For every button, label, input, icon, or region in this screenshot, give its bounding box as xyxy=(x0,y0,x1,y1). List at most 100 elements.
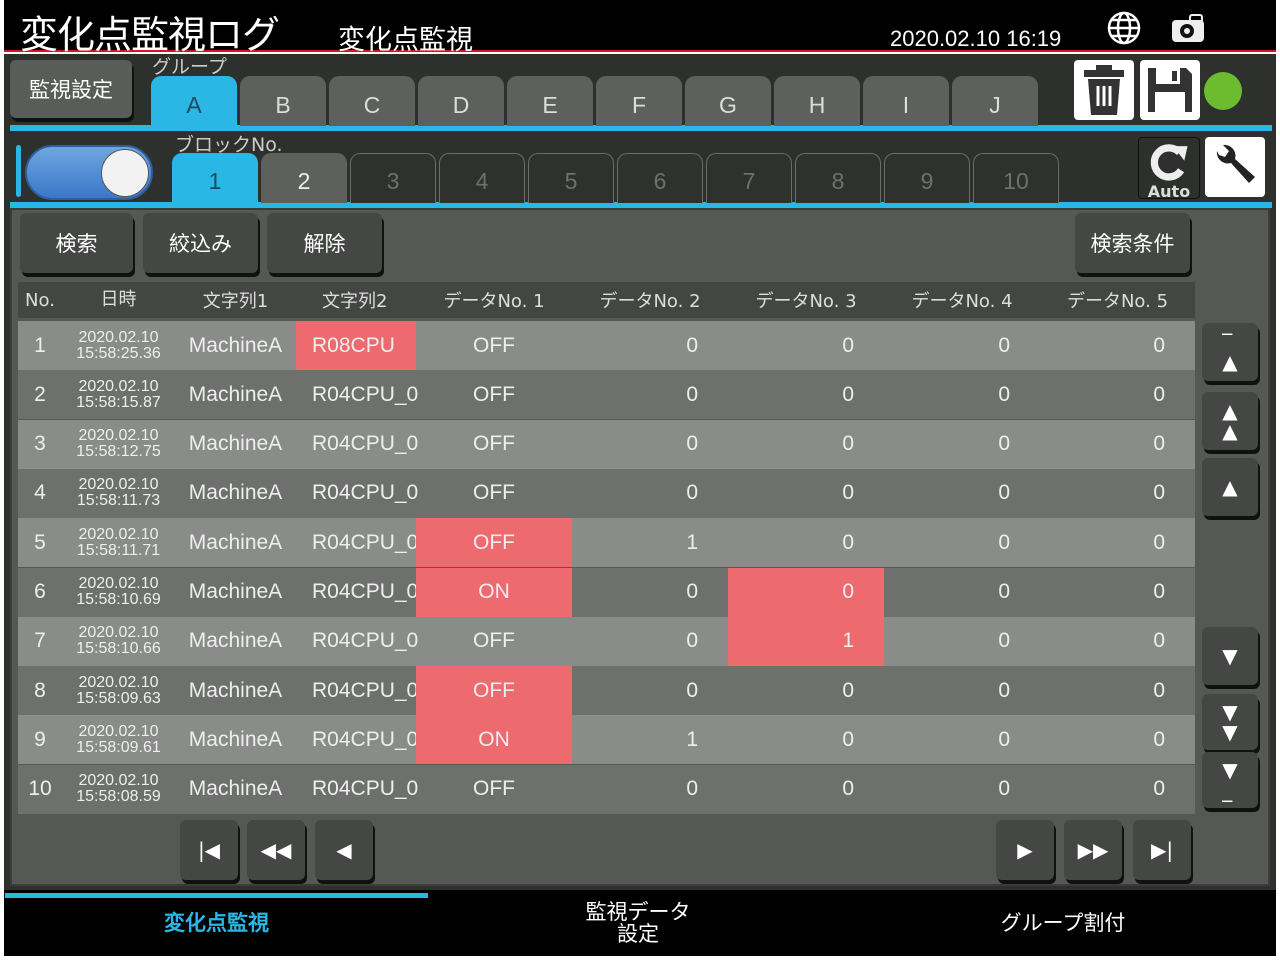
cell-d1: OFF xyxy=(473,432,515,456)
group-tab-i[interactable]: I xyxy=(863,76,949,126)
clear-button[interactable]: 解除 xyxy=(267,213,382,273)
block-tab-6[interactable]: 6 xyxy=(617,153,703,203)
nav-group-assignment[interactable]: グループ割付 xyxy=(1000,911,1126,935)
column-header[interactable]: 文字列2 xyxy=(322,291,388,312)
block-tab-10[interactable]: 10 xyxy=(973,153,1059,203)
table-row[interactable]: 6 2020.02.10 15:58:10.69 MachineA R04CPU_0 ON… xyxy=(18,567,1195,617)
cell-datetime: 2020.02.10 15:58:11.73 xyxy=(62,469,175,518)
scroll-up-button[interactable]: ▲ xyxy=(1202,458,1258,516)
scroll-down-button[interactable]: ▼ xyxy=(1202,627,1258,685)
block-tab-8[interactable]: 8 xyxy=(795,153,881,203)
nav-change-monitor[interactable]: 変化点監視 xyxy=(164,911,269,935)
block-tab-1[interactable]: 1 xyxy=(172,153,258,203)
column-header[interactable]: データNo. 3 xyxy=(755,291,857,312)
page-down-button[interactable]: ▼ ▼ xyxy=(1202,694,1258,750)
scroll-top-button[interactable]: ‾ ▲ xyxy=(1202,323,1258,381)
monitor-settings-button[interactable]: 監視設定 xyxy=(10,60,132,118)
group-tab-h[interactable]: H xyxy=(774,76,860,126)
table-row[interactable]: 10 2020.02.10 15:58:08.59 MachineA R04CPU_0 O… xyxy=(18,764,1195,814)
column-header[interactable]: 文字列1 xyxy=(202,291,269,312)
group-tab-b[interactable]: B xyxy=(240,76,326,126)
column-header[interactable]: No. xyxy=(25,289,55,311)
first-page-button[interactable]: |◀ xyxy=(180,820,238,880)
cell-s2: R04CPU_0 xyxy=(312,481,419,505)
column-header[interactable]: データNo. 1 xyxy=(443,291,545,312)
auto-refresh-button[interactable]: Auto xyxy=(1138,137,1200,201)
group-tab-e[interactable]: E xyxy=(507,76,593,126)
cell-d5: 0 xyxy=(1153,777,1165,801)
cell-no: 3 xyxy=(34,432,46,456)
cell-d5: 0 xyxy=(1153,382,1165,406)
block-tab-7[interactable]: 7 xyxy=(706,153,792,203)
block-tab-4[interactable]: 4 xyxy=(439,153,525,203)
table-row[interactable]: 4 2020.02.10 15:58:11.73 MachineA R04CPU_0 OF… xyxy=(18,468,1195,518)
table-row[interactable]: 7 2020.02.10 15:58:10.66 MachineA R04CPU_0 OF… xyxy=(18,616,1195,666)
cell-d1: OFF xyxy=(473,481,515,505)
cell-date: 2020.02.10 xyxy=(78,624,159,642)
block-tab-2[interactable]: 2 xyxy=(261,153,347,203)
group-tab-d[interactable]: D xyxy=(418,76,504,126)
table-row[interactable]: 3 2020.02.10 15:58:12.75 MachineA R04CPU_0 OF… xyxy=(18,419,1195,469)
filter-button[interactable]: 絞込み xyxy=(143,213,258,273)
group-tab-f[interactable]: F xyxy=(596,76,682,126)
cell-time: 15:58:11.71 xyxy=(76,541,161,559)
scroll-bottom-button[interactable]: ▼ _ xyxy=(1202,752,1258,808)
group-tab-c[interactable]: C xyxy=(329,76,415,126)
cell-d1: OFF xyxy=(416,666,572,716)
search-button[interactable]: 検索 xyxy=(20,213,133,273)
cell-d3: 0 xyxy=(842,481,854,505)
scroll-top-icon: ‾ ▲ xyxy=(1222,330,1238,374)
cell-d5: 0 xyxy=(1153,333,1165,357)
table-row[interactable]: 9 2020.02.10 15:58:09.61 MachineA R04CPU_0 ON… xyxy=(18,715,1195,765)
settings-button[interactable] xyxy=(1205,137,1265,197)
column-header[interactable]: データNo. 5 xyxy=(1066,291,1169,312)
column-header[interactable]: データNo. 4 xyxy=(911,291,1013,312)
delete-button[interactable] xyxy=(1074,60,1134,120)
cell-d3: 0 xyxy=(842,678,854,702)
nav-monitor-data-settings[interactable]: 監視データ 設定 xyxy=(585,900,691,946)
double-up-icon: ▲ ▲ xyxy=(1222,399,1238,443)
cell-date: 2020.02.10 xyxy=(78,476,159,494)
table-row[interactable]: 1 2020.02.10 15:58:25.36 MachineA R08CPU OFF 0… xyxy=(18,321,1195,370)
next-button[interactable]: ▶ xyxy=(996,820,1054,880)
cell-s1: MachineA xyxy=(188,777,283,801)
cell-date: 2020.02.10 xyxy=(78,328,159,346)
search-conditions-button[interactable]: 検索条件 xyxy=(1075,213,1190,273)
next-icon: ▶ xyxy=(1017,838,1033,862)
group-tab-g[interactable]: G xyxy=(685,76,771,126)
table-row[interactable]: 5 2020.02.10 15:58:11.71 MachineA R04CPU_0 OF… xyxy=(18,518,1195,568)
prev-button[interactable]: ◀ xyxy=(315,820,373,880)
block-tab-5[interactable]: 5 xyxy=(528,153,614,203)
cell-d4: 0 xyxy=(998,678,1010,702)
cell-d4: 0 xyxy=(998,727,1010,751)
block-toggle[interactable] xyxy=(25,145,153,200)
wrench-icon xyxy=(1216,144,1255,183)
cell-d3: 1 xyxy=(728,616,884,666)
refresh-icon xyxy=(1150,144,1188,181)
cell-date: 2020.02.10 xyxy=(78,427,159,445)
cell-no: 10 xyxy=(28,777,52,801)
group-tab-a[interactable]: A xyxy=(151,76,237,126)
cell-s1: MachineA xyxy=(188,727,283,751)
globe-icon[interactable] xyxy=(1106,10,1142,46)
block-label: ブロックNo. xyxy=(175,134,283,156)
prev-fast-button[interactable]: ◀◀ xyxy=(247,820,305,880)
block-tab-9[interactable]: 9 xyxy=(884,153,970,203)
table-row[interactable]: 8 2020.02.10 15:58:09.63 MachineA R04CPU_0 OF… xyxy=(18,666,1195,716)
cell-no: 8 xyxy=(34,678,46,702)
group-tab-j[interactable]: J xyxy=(952,76,1038,126)
table-row[interactable]: 2 2020.02.10 15:58:15.87 MachineA R04CPU_0 OF… xyxy=(18,370,1195,420)
column-header[interactable]: 日時 xyxy=(100,289,137,310)
column-header[interactable]: データNo. 2 xyxy=(599,291,701,312)
next-fast-button[interactable]: ▶▶ xyxy=(1064,820,1122,880)
cell-no: 6 xyxy=(34,580,46,603)
last-page-button[interactable]: ▶| xyxy=(1133,820,1191,880)
cell-d5: 0 xyxy=(1153,481,1165,505)
title-bar xyxy=(4,0,1276,52)
cell-d4: 0 xyxy=(998,580,1010,603)
save-button[interactable] xyxy=(1140,60,1200,120)
camera-icon[interactable] xyxy=(1170,14,1206,44)
cell-time: 15:58:25.36 xyxy=(76,344,161,362)
block-tab-3[interactable]: 3 xyxy=(350,153,436,203)
page-up-button[interactable]: ▲ ▲ xyxy=(1202,392,1258,450)
